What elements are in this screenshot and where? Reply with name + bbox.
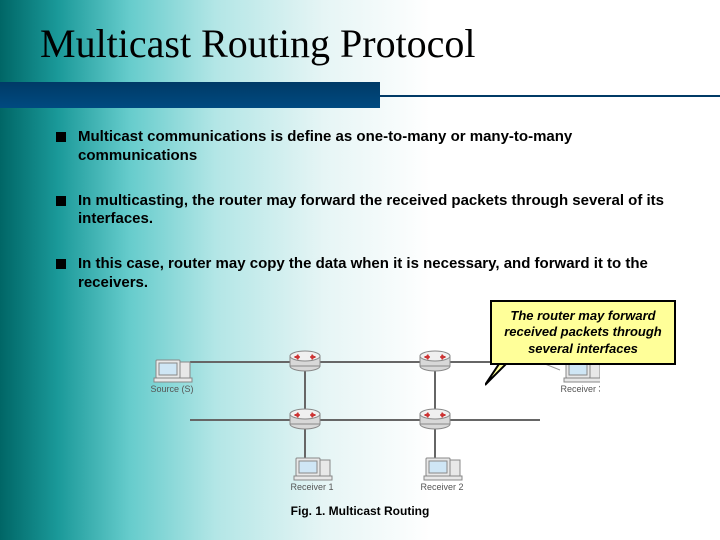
bullet-text: Multicast communications is define as on… (78, 128, 676, 166)
bullet-icon (56, 196, 66, 206)
bullet-text: In this case, router may copy the data w… (78, 255, 676, 293)
svg-text:Receiver 1: Receiver 1 (290, 482, 333, 490)
title-underline-block (0, 82, 380, 108)
bullet-icon (56, 132, 66, 142)
svg-text:Source (S): Source (S) (150, 384, 193, 394)
bullet-item: Multicast communications is define as on… (56, 128, 676, 166)
bullet-list: Multicast communications is define as on… (56, 128, 676, 319)
callout-text: The router may forward received packets … (504, 308, 662, 356)
bullet-item: In this case, router may copy the data w… (56, 255, 676, 293)
bullet-text: In multicasting, the router may forward … (78, 192, 676, 230)
svg-text:Receiver 3: Receiver 3 (560, 384, 600, 394)
page-title: Multicast Routing Protocol (40, 20, 476, 67)
figure-caption: Fig. 1. Multicast Routing (0, 504, 720, 518)
title-underline-thin (380, 95, 720, 97)
title-wrap: Multicast Routing Protocol (40, 20, 476, 67)
bullet-item: In multicasting, the router may forward … (56, 192, 676, 230)
callout-box: The router may forward received packets … (490, 300, 676, 365)
svg-text:Receiver 2: Receiver 2 (420, 482, 463, 490)
bullet-icon (56, 259, 66, 269)
